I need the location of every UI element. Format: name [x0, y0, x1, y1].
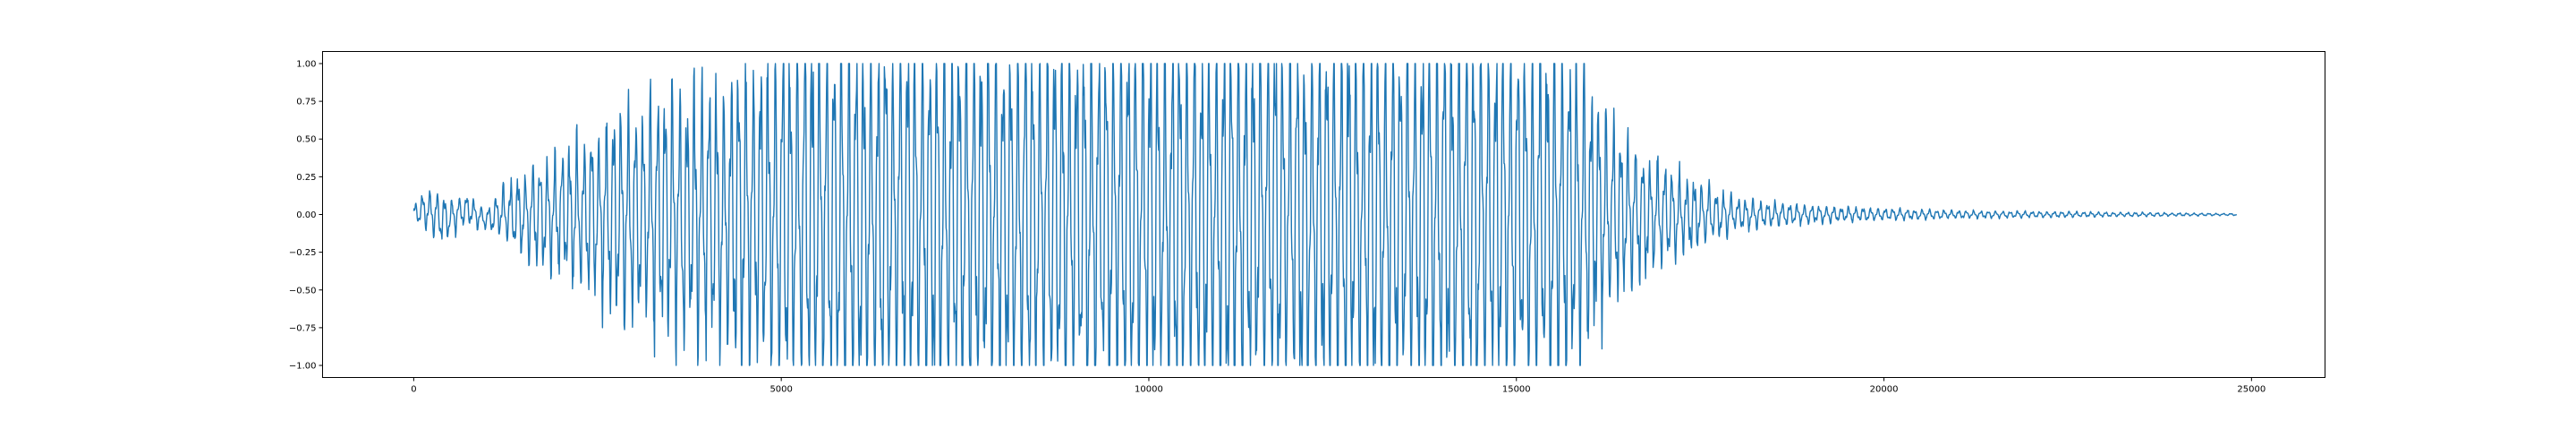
waveform-series-line [412, 63, 2238, 366]
y-tick-label: 0.00 [296, 210, 316, 220]
axes-frame [322, 51, 2325, 378]
x-tick-label: 10000 [1135, 385, 1163, 395]
x-axis: 0 5000 10000 15000 20000 25000 [411, 377, 2266, 395]
y-tick-label: −0.75 [289, 323, 317, 333]
y-tick-label: −0.25 [289, 248, 317, 258]
plot-area [412, 63, 2238, 366]
y-tick-label: 0.25 [296, 173, 316, 183]
y-tick-label: 1.00 [296, 59, 316, 69]
x-tick-label: 15000 [1502, 385, 1531, 395]
x-tick-label: 5000 [769, 385, 792, 395]
y-tick-label: −1.00 [289, 362, 317, 372]
x-tick-label: 0 [411, 385, 416, 395]
y-axis: 1.00 0.75 0.50 0.25 0.00 −0.25 −0.50 −0.75 −1.00 [289, 59, 323, 372]
y-tick-label: −0.50 [289, 286, 317, 296]
x-tick-label: 25000 [2237, 385, 2266, 395]
x-tick-label: 20000 [1870, 385, 1899, 395]
y-tick-label: 0.50 [296, 135, 316, 145]
y-tick-label: 0.75 [296, 98, 316, 107]
